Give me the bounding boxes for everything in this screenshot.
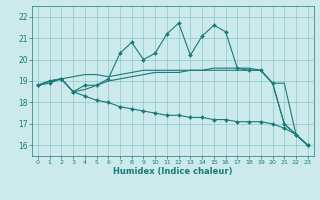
X-axis label: Humidex (Indice chaleur): Humidex (Indice chaleur) (113, 167, 233, 176)
